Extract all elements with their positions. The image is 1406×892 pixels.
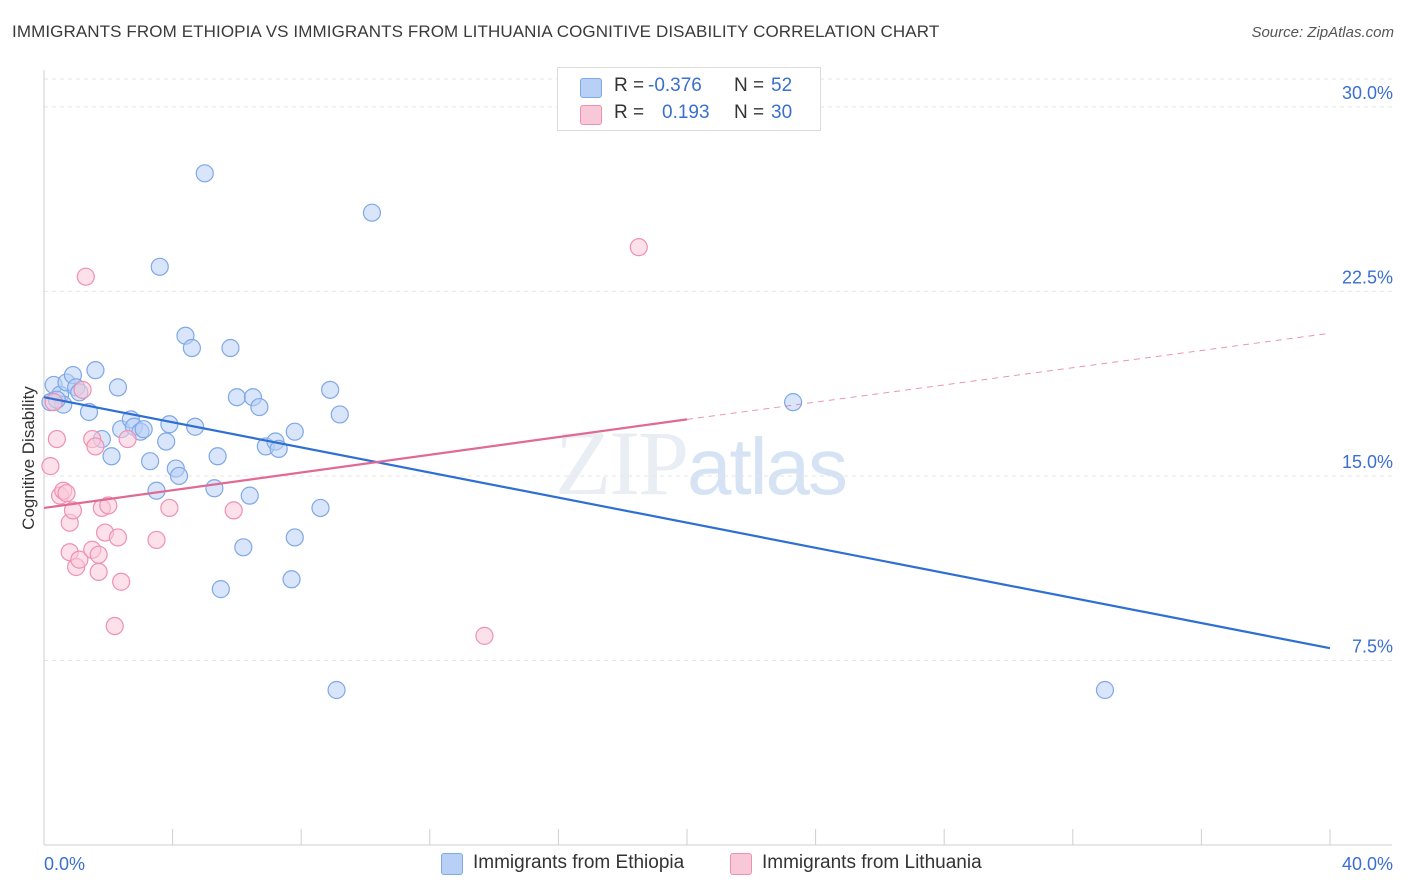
y-tick-label: 7.5%: [1352, 636, 1393, 656]
ethiopia-point: [362, 203, 382, 222]
legend-swatch-ethiopia: [441, 853, 463, 875]
lithuania-point: [629, 238, 648, 257]
lithuania-trend-line: [43, 418, 688, 510]
x-tick-label: 40.0%: [1342, 854, 1393, 874]
ethiopia-point: [102, 447, 121, 466]
ethiopia-point: [205, 479, 224, 498]
ethiopia-point: [157, 432, 176, 451]
ethiopia-point: [330, 405, 349, 424]
legend-n-label: N =: [734, 102, 765, 123]
lithuania-point: [47, 429, 66, 449]
correlation-legend: R = -0.376 N = 52 R = 0.193 N = 30: [557, 67, 821, 131]
y-axis-label: Cognitive Disability: [19, 386, 38, 530]
lithuania-point: [89, 562, 108, 582]
ethiopia-point: [321, 380, 340, 399]
legend-swatch-lithuania: [730, 853, 752, 875]
lithuania-point: [112, 572, 131, 591]
lithuania-point: [57, 484, 76, 503]
lithuania-point: [73, 380, 92, 399]
ethiopia-point: [311, 498, 330, 518]
ethiopia-point: [150, 257, 169, 276]
legend-r-value: -0.376: [648, 75, 702, 96]
legend-n-value: 52: [771, 75, 793, 96]
legend-r-value: 0.193: [662, 102, 710, 123]
ethiopia-point: [285, 528, 304, 547]
legend-r-label: R =: [614, 102, 645, 123]
ethiopia-point: [208, 447, 227, 466]
ethiopia-point: [221, 338, 240, 358]
lithuania-point: [108, 528, 128, 547]
ethiopia-point: [285, 422, 304, 441]
lithuania-trend-extension: [686, 332, 1331, 420]
lithuania-point: [99, 496, 118, 515]
legend-n-value: 30: [771, 102, 793, 123]
legend-label-ethiopia: Immigrants from Ethiopia: [473, 852, 685, 873]
ethiopia-point: [195, 164, 214, 183]
series-legend: Immigrants from Ethiopia Immigrants from…: [0, 850, 1406, 880]
lithuania-point: [118, 429, 137, 449]
lithuania-point: [89, 545, 108, 564]
ethiopia-point: [234, 538, 253, 557]
ethiopia-point: [282, 570, 301, 589]
ethiopia-point: [86, 361, 105, 380]
lithuania-point: [224, 501, 243, 520]
lithuania-point: [63, 501, 83, 520]
ethiopia-point: [169, 466, 189, 486]
lithuania-point: [475, 626, 494, 645]
ethiopia-point: [240, 486, 259, 505]
ethiopia-trend-line: [43, 396, 1331, 650]
y-tick-label: 22.5%: [1342, 267, 1393, 287]
x-tick-label: 0.0%: [44, 854, 85, 874]
lithuania-point: [41, 457, 60, 476]
legend-swatch-ethiopia: [580, 78, 602, 98]
ethiopia-point: [250, 397, 269, 417]
lithuania-point: [105, 616, 124, 636]
chart-title: IMMIGRANTS FROM ETHIOPIA VS IMMIGRANTS F…: [12, 22, 940, 41]
lithuania-point: [70, 550, 89, 569]
lithuania-point: [76, 267, 95, 286]
ethiopia-point: [1095, 680, 1115, 700]
legend-n-label: N =: [734, 75, 765, 96]
lithuania-point: [86, 437, 105, 456]
ethiopia-point: [211, 580, 230, 599]
lithuania-point: [44, 393, 63, 412]
source-label: Source: ZipAtlas.com: [1251, 24, 1394, 41]
ethiopia-point: [160, 415, 179, 434]
watermark-atlas: atlas: [687, 422, 848, 511]
lithuania-point: [160, 498, 179, 518]
lithuania-point: [147, 530, 166, 550]
ethiopia-point: [182, 338, 201, 358]
y-tick-label: 15.0%: [1342, 452, 1393, 472]
ethiopia-point: [327, 680, 346, 700]
ethiopia-point: [108, 378, 128, 397]
ethiopia-point: [227, 388, 246, 407]
legend-label-lithuania: Immigrants from Lithuania: [762, 852, 982, 873]
ethiopia-point: [140, 452, 160, 471]
ethiopia-point: [134, 420, 153, 439]
legend-r-label: R =: [614, 75, 645, 96]
legend-swatch-lithuania: [580, 105, 602, 125]
ethiopia-point: [783, 393, 803, 412]
y-tick-label: 30.0%: [1342, 83, 1393, 103]
